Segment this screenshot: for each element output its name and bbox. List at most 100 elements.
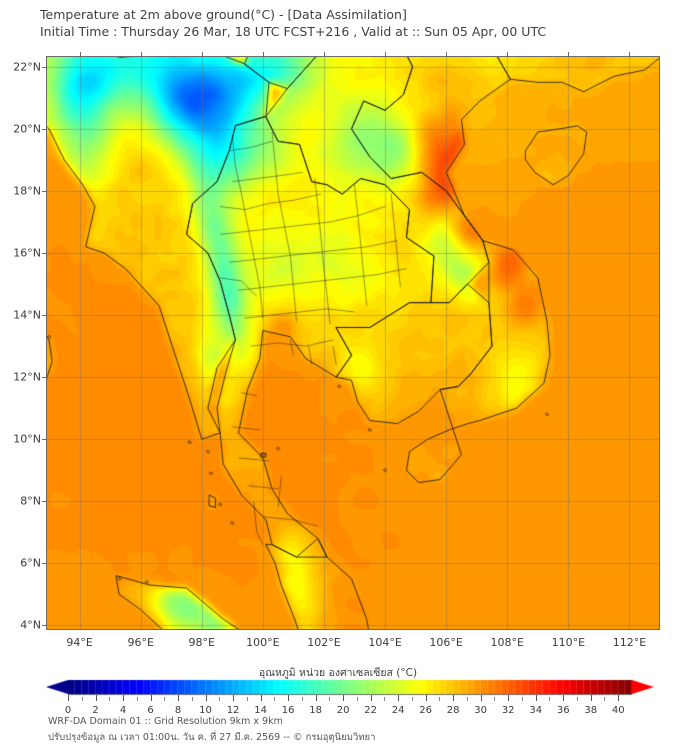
- latitude-tick-mark: [42, 191, 46, 192]
- colorbar-tick-label: 14: [254, 705, 267, 716]
- colorbar-tick-label: 18: [309, 705, 322, 716]
- colorbar-tick-label: 12: [226, 705, 240, 716]
- latitude-tick-label: 10°N: [13, 432, 41, 446]
- colorbar-title: อุณหภูมิ หน่วย องศาเซลเซียส (°C): [258, 667, 418, 679]
- longitude-tick-label: 96°E: [127, 636, 154, 649]
- colorbar-tick-mark: [316, 695, 317, 701]
- colorbar-tick-label: 26: [419, 705, 433, 716]
- longitude-tick-mark: [568, 52, 569, 56]
- colorbar-minor-tick: [357, 697, 358, 701]
- colorbar-minor-tick: [467, 697, 468, 701]
- colorbar-tick-label: 0: [64, 705, 72, 716]
- colorbar-tick-mark: [591, 695, 592, 701]
- colorbar-tick-label: 20: [336, 705, 350, 716]
- latitude-tick-label: 14°N: [13, 308, 41, 322]
- colorbar-tick-label: 6: [147, 705, 154, 716]
- colorbar-tick-mark: [178, 695, 179, 701]
- temperature-field-canvas: [46, 56, 660, 630]
- colorbar-canvas: [46, 679, 654, 701]
- colorbar-tick-mark: [536, 695, 537, 701]
- latitude-tick-mark: [42, 501, 46, 502]
- latitude-tick-label: 8°N: [20, 494, 41, 508]
- colorbar-tick-label: 32: [501, 705, 515, 716]
- colorbar-tick-label: 8: [174, 705, 182, 716]
- colorbar-tick-mark: [68, 695, 69, 701]
- colorbar-tick-mark: [96, 695, 97, 701]
- colorbar-tick-label: 4: [119, 705, 127, 716]
- colorbar-tick-mark: [563, 695, 564, 701]
- colorbar: 0 2 4 6 8 10 12 14 16 18 20 22 24 26 28 30 32 34 36 38 40: [46, 679, 654, 716]
- longitude-tick-label: 106°E: [429, 636, 463, 649]
- colorbar-tick-mark: [343, 695, 344, 701]
- colorbar-minor-tick: [439, 697, 440, 701]
- longitude-tick-label: 98°E: [188, 636, 216, 649]
- chart-title-block: Temperature at 2m above ground(°C) - [Da…: [40, 6, 660, 40]
- colorbar-minor-tick: [247, 697, 248, 701]
- colorbar-tick-label: 38: [584, 705, 598, 716]
- latitude-tick-mark: [42, 439, 46, 440]
- colorbar-tick-label: 16: [281, 705, 295, 716]
- latitude-tick-mark: [42, 253, 46, 254]
- latitude-tick-label: 20°N: [13, 122, 41, 136]
- colorbar-minor-tick: [384, 697, 385, 701]
- colorbar-minor-tick: [549, 697, 550, 701]
- colorbar-minor-tick: [494, 697, 495, 701]
- longitude-tick-label: 100°E: [246, 636, 280, 649]
- longitude-tick-label: 112°E: [612, 636, 647, 649]
- colorbar-minor-tick: [82, 697, 83, 701]
- colorbar-tick-label: 10: [199, 705, 212, 716]
- colorbar-tick-mark: [233, 695, 234, 701]
- map-plot-area: 4°N 6°N 8°N 10°N 12°N 14°N 16°N 18°N 20°N 22°N 94…: [13, 52, 660, 649]
- colorbar-tick-mark: [151, 695, 152, 701]
- longitude-tick-mark: [324, 52, 325, 56]
- title-line-1: Temperature at 2m above ground(°C) - [Da…: [40, 7, 407, 22]
- colorbar-tick-label: 30: [474, 705, 488, 716]
- longitude-tick-mark: [446, 52, 447, 56]
- colorbar-tick-mark: [371, 695, 372, 701]
- longitude-tick-label: 108°E: [490, 636, 524, 649]
- longitude-tick-mark: [507, 52, 508, 56]
- colorbar-tick-mark: [508, 695, 509, 701]
- colorbar-tick-mark: [288, 695, 289, 701]
- colorbar-minor-tick: [577, 697, 578, 701]
- colorbar-tick-mark: [426, 695, 427, 701]
- colorbar-minor-tick: [109, 697, 110, 701]
- colorbar-tick-mark: [261, 695, 262, 701]
- latitude-tick-mark: [42, 563, 46, 564]
- colorbar-tick-label: 34: [529, 705, 543, 716]
- colorbar-tick-mark: [398, 695, 399, 701]
- latitude-tick-label: 12°N: [13, 370, 41, 384]
- latitude-tick-label: 16°N: [13, 246, 41, 260]
- colorbar-tick-label: 28: [446, 705, 460, 716]
- longitude-tick-mark: [629, 52, 630, 56]
- colorbar-minor-tick: [164, 697, 165, 701]
- colorbar-tick-mark: [618, 695, 619, 701]
- latitude-tick-label: 18°N: [13, 184, 41, 198]
- colorbar-minor-tick: [192, 697, 193, 701]
- latitude-tick-label: 4°N: [20, 618, 41, 632]
- colorbar-minor-tick: [604, 697, 605, 701]
- footer-line-2: ปรับปรุงข้อมูล ณ เวลา 01:00น. วัน ค. ที่…: [48, 732, 376, 743]
- colorbar-tick-label: 36: [556, 705, 570, 716]
- colorbar-tick-label: 24: [391, 705, 405, 716]
- colorbar-minor-tick: [137, 697, 138, 701]
- colorbar-tick-mark: [123, 695, 124, 701]
- longitude-tick-label: 110°E: [551, 636, 586, 649]
- colorbar-minor-tick: [302, 697, 303, 701]
- colorbar-minor-tick: [329, 697, 330, 701]
- colorbar-tick-mark: [481, 695, 482, 701]
- latitude-tick-mark: [42, 377, 46, 378]
- colorbar-minor-tick: [412, 697, 413, 701]
- longitude-tick-label: 104°E: [368, 636, 402, 649]
- longitude-tick-label: 94°E: [66, 636, 93, 649]
- latitude-tick-mark: [42, 67, 46, 68]
- colorbar-tick-label: 2: [92, 705, 99, 716]
- colorbar-tick-mark: [206, 695, 207, 701]
- longitude-tick-label: 102°E: [307, 636, 341, 649]
- footer-line-1: WRF-DA Domain 01 :: Grid Resolution 9km …: [48, 716, 283, 727]
- colorbar-tick-label: 22: [364, 705, 377, 716]
- longitude-tick-mark: [385, 52, 386, 56]
- longitude-tick-mark: [80, 52, 81, 56]
- colorbar-tick-label: 40: [611, 705, 625, 716]
- title-line-2: Initial Time : Thursday 26 Mar, 18 UTC F…: [40, 24, 547, 39]
